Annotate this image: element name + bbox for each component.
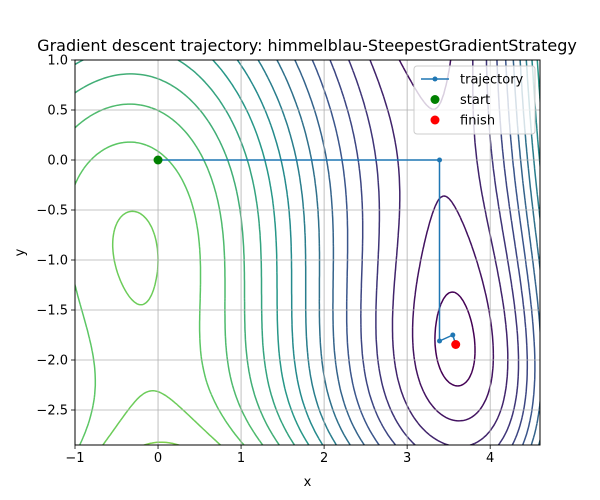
finish-marker (451, 340, 461, 349)
legend-label-finish: finish (460, 114, 495, 129)
y-tick-label: −0.5 (36, 204, 68, 219)
trajectory-point (437, 157, 443, 163)
contour-level-96 (257, 60, 540, 445)
contour-level-84 (276, 60, 540, 445)
y-axis-label: y (13, 248, 28, 256)
contour-level-48 (329, 60, 529, 445)
legend-finish-swatch (430, 115, 440, 125)
legend-box (413, 65, 536, 135)
contour-level-180 (101, 210, 222, 445)
contour-level-144 (75, 73, 281, 445)
legend-start-swatch (430, 95, 440, 104)
y-tick-label: 0.0 (47, 154, 68, 169)
x-tick-label: 2 (320, 451, 328, 466)
legend-label-trajectory: trajectory (460, 73, 524, 88)
chart-title: Gradient descent trajectory: himmelblau-… (37, 36, 577, 55)
legend-trajectory-dot (432, 76, 438, 82)
start-marker (153, 155, 163, 165)
y-tick-label: −2.0 (36, 354, 68, 369)
axis-ticks: −1 0 1 2 3 4 1.0 0.5 0.0 −0.5 −1.0 −1.5 −2.0 −2.5 (36, 54, 494, 467)
legend: trajectory start finish (413, 65, 536, 135)
x-tick-label: 0 (154, 451, 162, 466)
legend-label-start: start (460, 93, 490, 108)
x-tick-label: −1 (65, 451, 84, 466)
y-tick-label: −2.5 (36, 404, 68, 419)
x-tick-label: 4 (486, 451, 494, 466)
plot-frame (74, 59, 541, 446)
trajectory-layer (153, 155, 461, 349)
contour-level-132 (75, 60, 296, 445)
contour-level-168 (75, 141, 245, 445)
contour-level-3 (434, 291, 476, 387)
y-tick-label: −1.5 (36, 304, 68, 319)
contour-level-120 (211, 60, 540, 445)
trajectory-point (450, 332, 456, 338)
y-tick-label: −1.0 (36, 254, 68, 269)
x-axis-label: x (304, 475, 312, 490)
y-tick-label: 1.0 (47, 54, 68, 69)
y-tick-label: 0.5 (47, 104, 68, 119)
trajectory-point (437, 338, 443, 344)
x-tick-label: 3 (403, 451, 411, 466)
x-tick-label: 1 (237, 451, 245, 466)
